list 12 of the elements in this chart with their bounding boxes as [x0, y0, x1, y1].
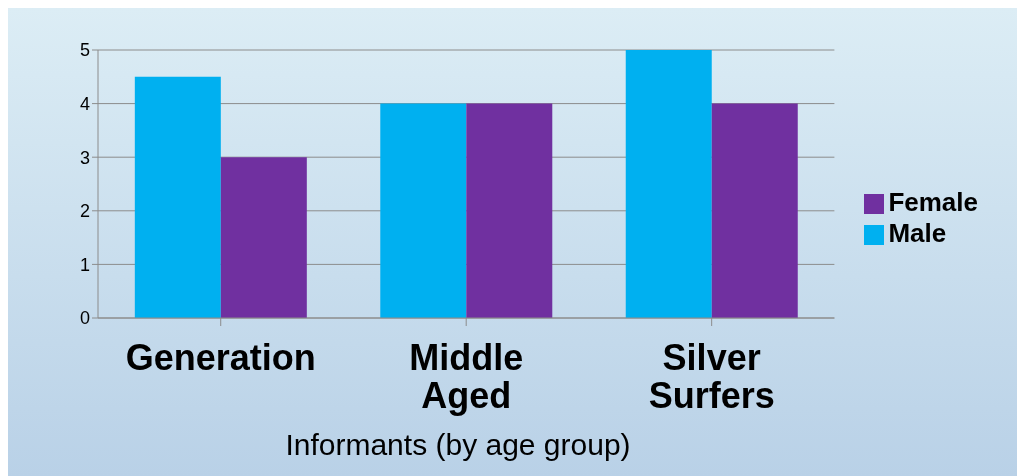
- y-tick-label: 0: [79, 308, 90, 329]
- y-tick-label: 2: [79, 201, 90, 222]
- y-tick-label: 5: [79, 40, 90, 61]
- x-tick-label: Middle Aged: [409, 337, 524, 417]
- x-tick-label: Generation: [125, 337, 316, 379]
- legend-label: Female: [888, 187, 978, 217]
- y-tick-label: 1: [79, 254, 90, 275]
- legend-label: Male: [888, 218, 947, 248]
- x-tick-label: Silver Surfers: [648, 337, 775, 417]
- x-axis-title: Informants (by age group): [284, 428, 632, 462]
- y-tick-label: 3: [79, 147, 90, 168]
- y-tick-label: 4: [79, 93, 90, 114]
